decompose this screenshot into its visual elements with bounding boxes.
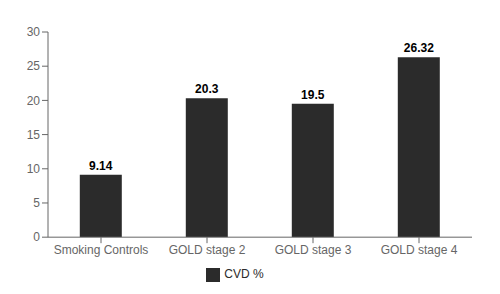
svg-text:GOLD stage 4: GOLD stage 4 <box>381 243 458 257</box>
svg-text:26.32: 26.32 <box>404 41 434 55</box>
svg-text:15: 15 <box>27 128 41 142</box>
svg-text:Smoking Controls: Smoking Controls <box>54 243 149 257</box>
svg-text:9.14: 9.14 <box>89 159 113 173</box>
svg-text:25: 25 <box>27 59 41 73</box>
svg-text:10: 10 <box>27 162 41 176</box>
svg-text:GOLD stage 3: GOLD stage 3 <box>275 243 352 257</box>
svg-text:GOLD stage 2: GOLD stage 2 <box>169 243 246 257</box>
svg-text:0: 0 <box>33 230 40 244</box>
svg-text:19.5: 19.5 <box>301 88 325 102</box>
svg-text:20: 20 <box>27 94 41 108</box>
svg-text:5: 5 <box>33 196 40 210</box>
svg-text:30: 30 <box>27 25 41 39</box>
svg-text:20.3: 20.3 <box>195 82 219 96</box>
html-text:CVD %: CVD % <box>224 267 264 282</box>
